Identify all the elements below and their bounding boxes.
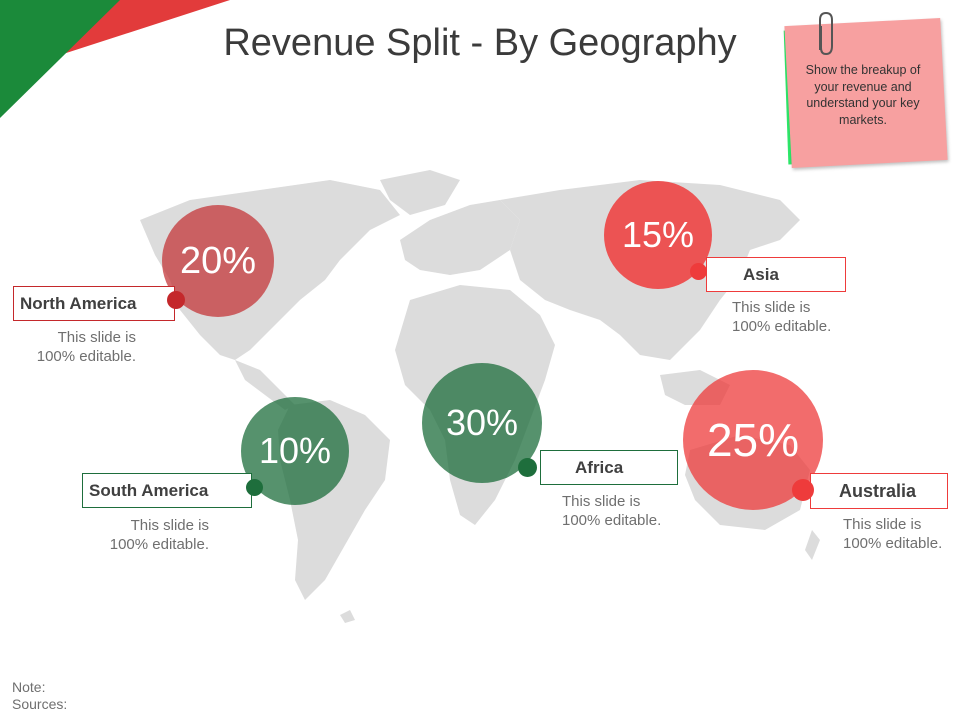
- marker-asia: [690, 263, 707, 280]
- desc-line-2: 100% editable.: [732, 318, 832, 335]
- marker-australia: [792, 479, 814, 501]
- region-name-australia: Australia: [839, 480, 917, 501]
- marker-africa: [518, 458, 537, 477]
- label-australia: Australia: [810, 473, 948, 509]
- desc-line-2: 100% editable.: [36, 348, 136, 365]
- corner-decoration: [0, 0, 230, 118]
- slide-title: Revenue Split - By Geography: [223, 22, 737, 64]
- label-north-america: North America: [13, 286, 175, 321]
- percent-north-america: 20%: [179, 239, 257, 282]
- sticky-note-text: Show the breakup of your revenue and und…: [805, 63, 921, 127]
- sources-label: Sources:: [12, 696, 68, 712]
- continent-greenland: [380, 170, 460, 215]
- percent-australia: 25%: [706, 414, 800, 466]
- label-africa: Africa: [540, 450, 678, 485]
- label-south-america: South America: [82, 473, 252, 508]
- percent-africa: 30%: [445, 402, 519, 443]
- continent-new-zealand: [805, 530, 820, 560]
- note-label: Note:: [12, 679, 46, 695]
- map-fragment: [340, 610, 355, 623]
- label-asia: Asia: [706, 257, 846, 292]
- paperclip-icon: [819, 11, 833, 56]
- region-name-north-america: North America: [20, 293, 137, 313]
- desc-australia: This slide is 100% editable.: [843, 515, 942, 553]
- desc-line-1: This slide is: [130, 517, 209, 534]
- percent-asia: 15%: [621, 214, 695, 255]
- corner-green-triangle: [0, 0, 120, 118]
- desc-north-america: This slide is 100% editable.: [32, 328, 136, 366]
- desc-south-america: This slide is 100% editable.: [104, 516, 209, 554]
- desc-line-1: This slide is: [843, 516, 922, 533]
- desc-line-2: 100% editable.: [562, 512, 662, 529]
- marker-south-america: [246, 479, 263, 496]
- region-name-south-america: South America: [89, 480, 209, 500]
- continent-central-america: [235, 360, 295, 410]
- desc-line-1: This slide is: [562, 493, 641, 510]
- region-name-africa: Africa: [575, 457, 624, 477]
- desc-africa: This slide is 100% editable.: [562, 492, 661, 530]
- desc-line-1: This slide is: [57, 329, 136, 346]
- desc-line-2: 100% editable.: [843, 535, 943, 552]
- percent-south-america: 10%: [258, 430, 332, 471]
- desc-asia: This slide is 100% editable.: [732, 298, 831, 336]
- bubble-australia: 25%: [683, 370, 823, 510]
- desc-line-1: This slide is: [732, 299, 811, 316]
- region-name-asia: Asia: [743, 264, 779, 284]
- desc-line-2: 100% editable.: [109, 536, 209, 553]
- marker-north-america: [167, 291, 185, 309]
- continent-europe: [400, 200, 520, 275]
